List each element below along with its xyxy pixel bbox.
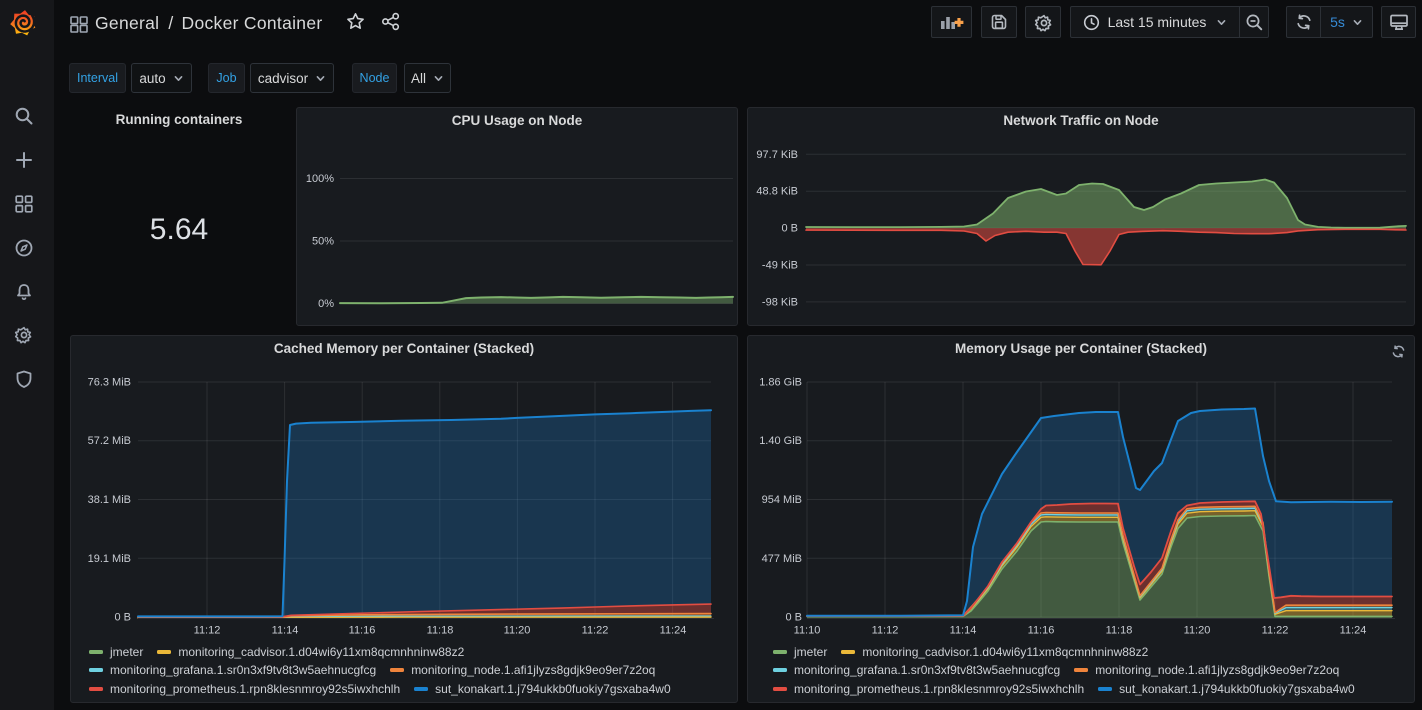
svg-text:11:24: 11:24 (660, 625, 687, 637)
svg-text:11:18: 11:18 (427, 625, 454, 637)
svg-text:-49 KiB: -49 KiB (762, 260, 798, 272)
svg-text:954 MiB: 954 MiB (762, 494, 802, 506)
svg-text:11:20: 11:20 (1184, 625, 1211, 637)
svg-text:11:22: 11:22 (1262, 625, 1289, 637)
svg-text:11:14: 11:14 (950, 625, 977, 637)
svg-text:48.8 KiB: 48.8 KiB (756, 186, 798, 198)
svg-text:1.86 GiB: 1.86 GiB (759, 377, 802, 389)
svg-text:38.1 MiB: 38.1 MiB (88, 494, 131, 506)
svg-text:76.3 MiB: 76.3 MiB (88, 377, 131, 389)
svg-text:97.7 KiB: 97.7 KiB (756, 149, 798, 161)
svg-text:11:18: 11:18 (1106, 625, 1133, 637)
svg-text:50%: 50% (312, 236, 334, 248)
svg-text:0 B: 0 B (781, 223, 798, 235)
svg-text:11:22: 11:22 (582, 625, 609, 637)
svg-text:57.2 MiB: 57.2 MiB (88, 435, 131, 447)
svg-text:-98 KiB: -98 KiB (762, 296, 798, 308)
svg-text:100%: 100% (306, 173, 334, 185)
svg-text:11:16: 11:16 (349, 625, 376, 637)
svg-text:11:20: 11:20 (504, 625, 531, 637)
svg-text:11:14: 11:14 (272, 625, 299, 637)
svg-text:1.40 GiB: 1.40 GiB (759, 435, 802, 447)
svg-text:11:24: 11:24 (1340, 625, 1367, 637)
svg-text:0 B: 0 B (114, 612, 131, 624)
svg-text:11:12: 11:12 (194, 625, 221, 637)
svg-text:11:12: 11:12 (872, 625, 899, 637)
svg-text:19.1 MiB: 19.1 MiB (88, 553, 131, 565)
svg-text:11:16: 11:16 (1028, 625, 1055, 637)
svg-text:0 B: 0 B (785, 612, 802, 624)
svg-text:11:10: 11:10 (794, 625, 821, 637)
svg-text:0%: 0% (318, 298, 334, 310)
svg-text:477 MiB: 477 MiB (762, 553, 802, 565)
